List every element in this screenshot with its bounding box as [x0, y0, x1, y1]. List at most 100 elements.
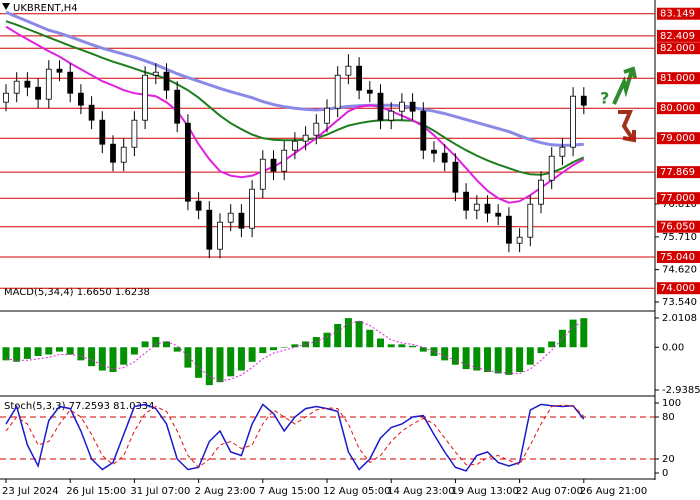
candle-body: [206, 209, 213, 250]
candle-body: [142, 74, 149, 121]
stoch-d-line: [5, 404, 585, 469]
macd-bar: [13, 347, 21, 362]
candle-body: [505, 215, 512, 244]
down-arrow: [618, 110, 634, 140]
stoch-title: Stoch(5,3,3) 77.2593 81.0334: [4, 401, 155, 412]
macd-bar: [366, 329, 374, 348]
y-tick-label: 74.620: [662, 265, 697, 276]
candle-body: [152, 71, 159, 76]
macd-bar: [387, 344, 395, 348]
candle-body: [398, 101, 405, 112]
candle-body: [484, 203, 491, 214]
level-label: 75.040: [660, 252, 695, 263]
macd-bar: [216, 347, 224, 383]
y-tick-label: 75.710: [662, 232, 697, 243]
level-label: 80.000: [660, 103, 695, 114]
macd-bar: [98, 347, 106, 371]
macd-bar: [66, 347, 74, 355]
candle-body: [24, 80, 31, 88]
x-tick-label: 26 Aug 21:00: [580, 486, 647, 497]
candle-body: [88, 104, 95, 121]
macd-bar: [451, 347, 459, 365]
candle-body: [452, 161, 459, 193]
x-tick-label: 12 Aug 05:00: [323, 486, 390, 497]
macd-bar: [77, 347, 85, 361]
macd-bar: [323, 332, 331, 348]
macd-bar: [516, 347, 524, 372]
candle-body: [249, 188, 256, 229]
candle-body: [313, 122, 320, 136]
macd-bar: [205, 347, 213, 386]
macd-bar: [334, 323, 342, 348]
x-tick-label: 31 Jul 07:00: [130, 486, 190, 497]
candle-body: [45, 68, 52, 100]
macd-bar: [484, 347, 491, 372]
candle-body: [238, 212, 245, 229]
macd-bar: [355, 321, 363, 348]
macd-bar: [398, 344, 406, 348]
macd-title: MACD(5,34,4) 1.6650 1.6238: [4, 287, 150, 298]
level-label: 81.000: [660, 73, 695, 84]
y-tick-label: 0.00: [662, 342, 684, 353]
macd-bar: [248, 347, 256, 362]
macd-bar: [163, 341, 170, 348]
macd-bar: [56, 347, 63, 352]
level-label: 83.149: [660, 9, 695, 20]
macd-bar: [291, 344, 299, 348]
macd-bar: [494, 347, 502, 374]
level-label: 76.050: [660, 222, 695, 233]
macd-bar: [377, 338, 384, 348]
candle-body: [580, 95, 587, 106]
level-label: 77.869: [660, 167, 695, 178]
candle-body: [67, 71, 74, 94]
macd-bar: [312, 337, 320, 348]
macd-bar: [109, 347, 117, 372]
candle-body: [356, 65, 363, 91]
candle-body: [570, 95, 576, 148]
candle-body: [13, 80, 20, 94]
candle-body: [99, 119, 106, 145]
candle-body: [217, 221, 223, 250]
symbol-icon: [2, 3, 10, 10]
macd-bar: [259, 347, 267, 354]
candle-body: [516, 236, 523, 244]
level-label: 82.000: [660, 43, 695, 54]
candle-body: [527, 203, 534, 238]
macd-bar: [344, 318, 352, 348]
macd-bar: [141, 341, 149, 348]
candle-body: [431, 149, 437, 154]
y-tick-label: 80: [662, 412, 675, 423]
candle-body: [441, 152, 448, 163]
y-tick-label: -2.9385: [662, 385, 700, 396]
candle-body: [78, 92, 84, 106]
candle-body: [35, 86, 41, 100]
macd-bar: [152, 337, 160, 348]
up-arrow-head: [623, 66, 637, 79]
candle-body: [420, 110, 427, 151]
macd-bar: [505, 347, 513, 375]
candle-body: [538, 179, 544, 205]
candle-body: [110, 143, 116, 163]
candle-body: [56, 68, 63, 73]
macd-bar: [227, 347, 235, 377]
macd-bar: [280, 347, 288, 348]
macd-bar: [302, 341, 310, 348]
stoch-k-line: [5, 403, 585, 472]
macd-bar: [2, 347, 10, 361]
level-label-box: [657, 166, 700, 179]
y-tick-label: 0: [662, 468, 668, 479]
macd-bar: [558, 329, 566, 348]
x-tick-label: 23 Jul 2024: [2, 486, 59, 497]
macd-bar: [580, 318, 588, 348]
macd-bar: [195, 347, 203, 378]
level-label-box: [657, 220, 700, 233]
x-tick-label: 2 Aug 23:00: [195, 486, 256, 497]
candle-body: [227, 212, 234, 223]
x-tick-label: 26 Jul 15:00: [66, 486, 126, 497]
macd-bar: [173, 347, 181, 352]
level-label-box: [657, 42, 700, 55]
candle-body: [120, 146, 127, 163]
macd-bar: [184, 347, 192, 368]
macd-bar: [462, 347, 470, 370]
